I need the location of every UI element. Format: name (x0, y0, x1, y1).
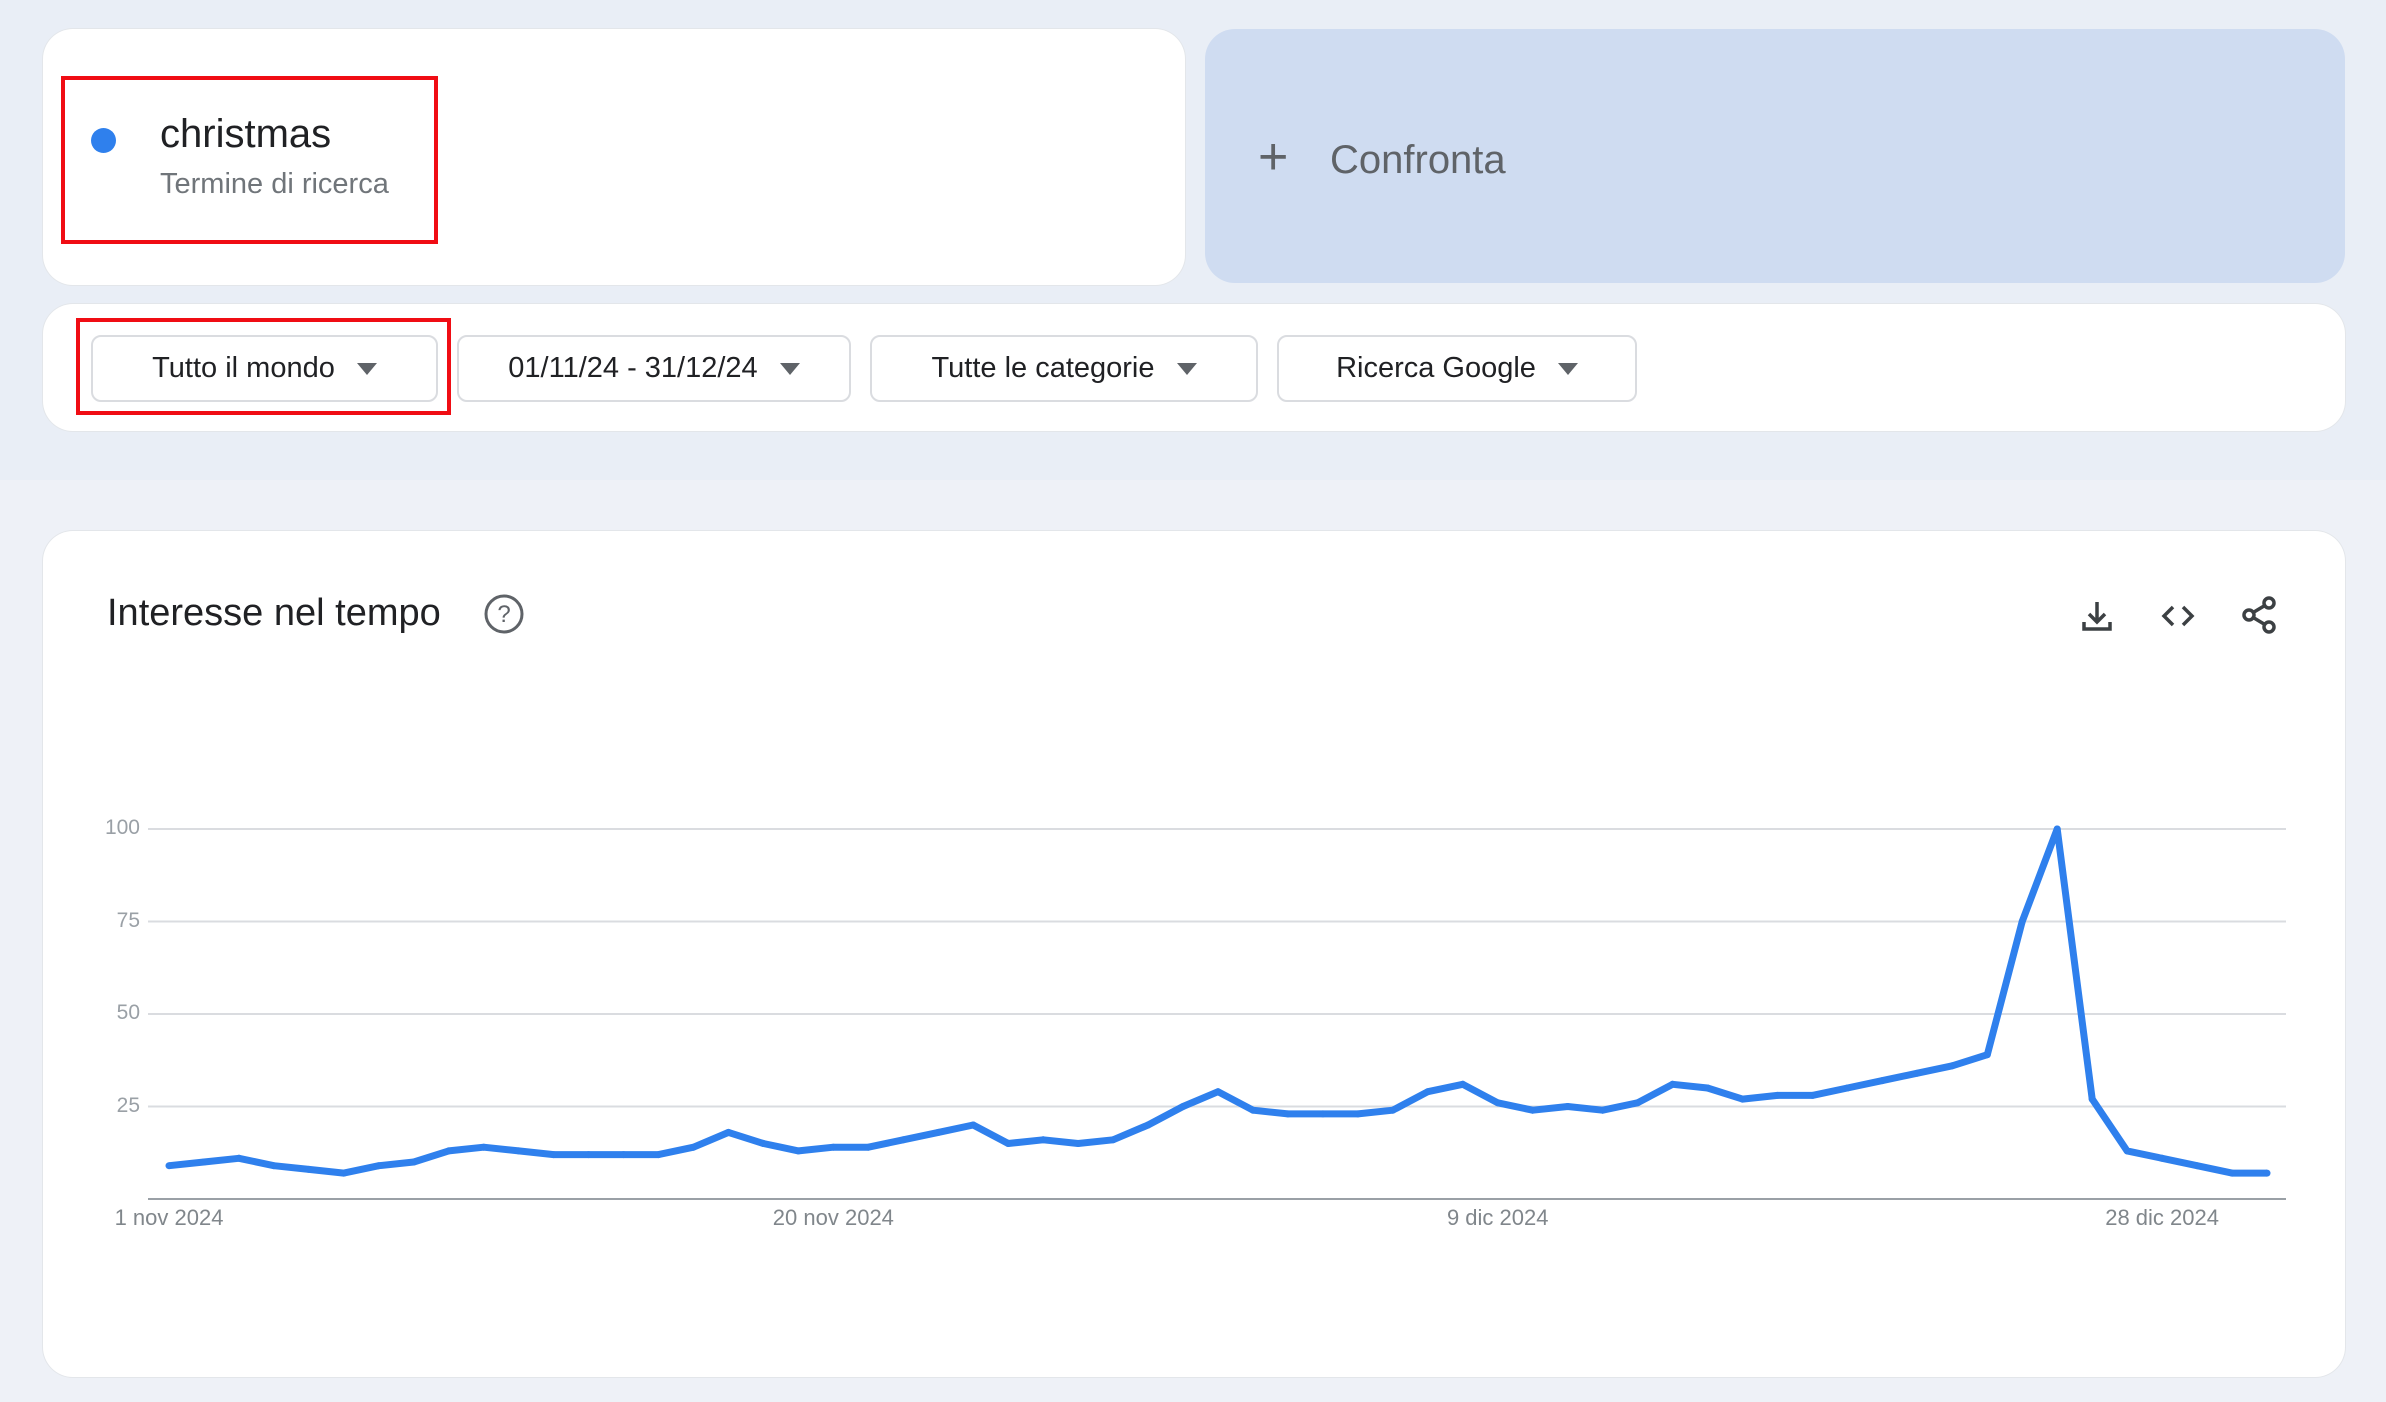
caret-down-icon (1176, 362, 1197, 375)
data-point (864, 1143, 872, 1151)
data-point (1354, 1110, 1362, 1118)
caret-down-icon (779, 362, 800, 375)
highlight-box-term (61, 76, 438, 244)
x-tick-label: 1 nov 2024 (114, 1205, 224, 1230)
data-point (340, 1169, 348, 1177)
data-point (934, 1128, 942, 1136)
data-point (724, 1128, 732, 1136)
data-point (1808, 1091, 1816, 1099)
data-point (1459, 1080, 1467, 1088)
region-dropdown[interactable]: Tutto il mondo (91, 335, 438, 402)
category-dropdown[interactable]: Tutte le categorie (870, 335, 1258, 402)
series-color-dot (91, 128, 116, 153)
embed-code-icon[interactable] (2158, 596, 2198, 636)
data-point (794, 1147, 802, 1155)
compare-button[interactable] (1205, 29, 2345, 283)
data-point (1109, 1136, 1117, 1144)
data-point (1424, 1088, 1432, 1096)
date-range-label: 01/11/24 - 31/12/24 (508, 352, 758, 384)
series-line (168, 825, 2267, 1177)
plus-icon[interactable]: + (1258, 128, 1289, 186)
download-icon[interactable] (2077, 596, 2117, 636)
data-point (899, 1136, 907, 1144)
data-point (515, 1147, 523, 1155)
data-point (1564, 1103, 1572, 1110)
data-point (655, 1151, 663, 1159)
data-point (2158, 1154, 2166, 1162)
data-point (1389, 1106, 1397, 1114)
data-point (1284, 1110, 1292, 1118)
data-point (270, 1162, 278, 1170)
search-term-type: Termine di ricerca (160, 168, 389, 200)
data-point (1599, 1106, 1607, 1114)
help-icon[interactable]: ? (482, 592, 526, 636)
data-point (1529, 1106, 1537, 1114)
data-point (1669, 1080, 1677, 1088)
data-point (1704, 1084, 1712, 1092)
data-point (550, 1151, 558, 1159)
data-point (410, 1158, 418, 1166)
data-point (2088, 1095, 2096, 1103)
data-point (1948, 1062, 1956, 1070)
data-point (200, 1158, 208, 1166)
data-point (480, 1143, 488, 1151)
data-point (829, 1143, 837, 1151)
data-point (690, 1143, 697, 1151)
data-point (2193, 1162, 2201, 1170)
data-point (2123, 1147, 2131, 1155)
data-point (1249, 1106, 1257, 1114)
data-point (305, 1165, 313, 1173)
data-point (759, 1140, 767, 1147)
data-point (1074, 1140, 1082, 1147)
data-point (585, 1151, 593, 1159)
category-label: Tutte le categorie (931, 352, 1155, 384)
data-point (1773, 1091, 1781, 1099)
date-range-dropdown[interactable]: 01/11/24 - 31/12/24 (457, 335, 851, 402)
data-point (165, 1162, 173, 1170)
y-tick-label: 100 (104, 816, 140, 839)
x-tick-label: 9 dic 2024 (1446, 1205, 1549, 1230)
interest-over-time-card (43, 531, 2345, 1377)
data-point (620, 1151, 628, 1159)
data-point (2053, 825, 2061, 833)
data-point (1214, 1088, 1222, 1096)
caret-down-icon (356, 362, 377, 375)
data-point (2228, 1169, 2236, 1177)
y-tick-label: 75 (116, 908, 140, 932)
search-term-name[interactable]: christmas (160, 112, 332, 156)
data-point (235, 1154, 243, 1162)
data-point (1878, 1077, 1886, 1085)
y-tick-label: 25 (116, 1093, 140, 1117)
data-point (969, 1121, 977, 1129)
data-point (1494, 1099, 1502, 1107)
share-icon[interactable] (2238, 594, 2280, 636)
data-point (1634, 1099, 1642, 1107)
data-point (1983, 1051, 1991, 1059)
data-point (2018, 918, 2026, 925)
search-type-label: Ricerca Google (1336, 352, 1536, 384)
region-dropdown-label: Tutto il mondo (152, 352, 335, 384)
data-point (1739, 1095, 1746, 1103)
data-point (445, 1147, 453, 1155)
data-point (1319, 1110, 1327, 1118)
svg-text:?: ? (497, 601, 510, 628)
x-tick-label: 20 nov 2024 (772, 1205, 894, 1230)
highlight-box-region (76, 318, 451, 415)
compare-label[interactable]: Confronta (1330, 138, 1506, 182)
data-point (1144, 1121, 1152, 1129)
y-tick-label: 50 (116, 1001, 140, 1024)
search-type-dropdown[interactable]: Ricerca Google (1277, 335, 1637, 402)
x-tick-label: 28 dic 2024 (2105, 1205, 2219, 1230)
data-point (1004, 1140, 1012, 1147)
chart-title: Interesse nel tempo (107, 592, 441, 634)
data-point (2263, 1169, 2271, 1177)
data-point (1179, 1103, 1187, 1110)
data-point (1913, 1069, 1921, 1077)
data-point (1843, 1084, 1851, 1092)
caret-down-icon (1557, 362, 1578, 375)
data-point (1039, 1136, 1047, 1144)
data-point (375, 1162, 383, 1170)
